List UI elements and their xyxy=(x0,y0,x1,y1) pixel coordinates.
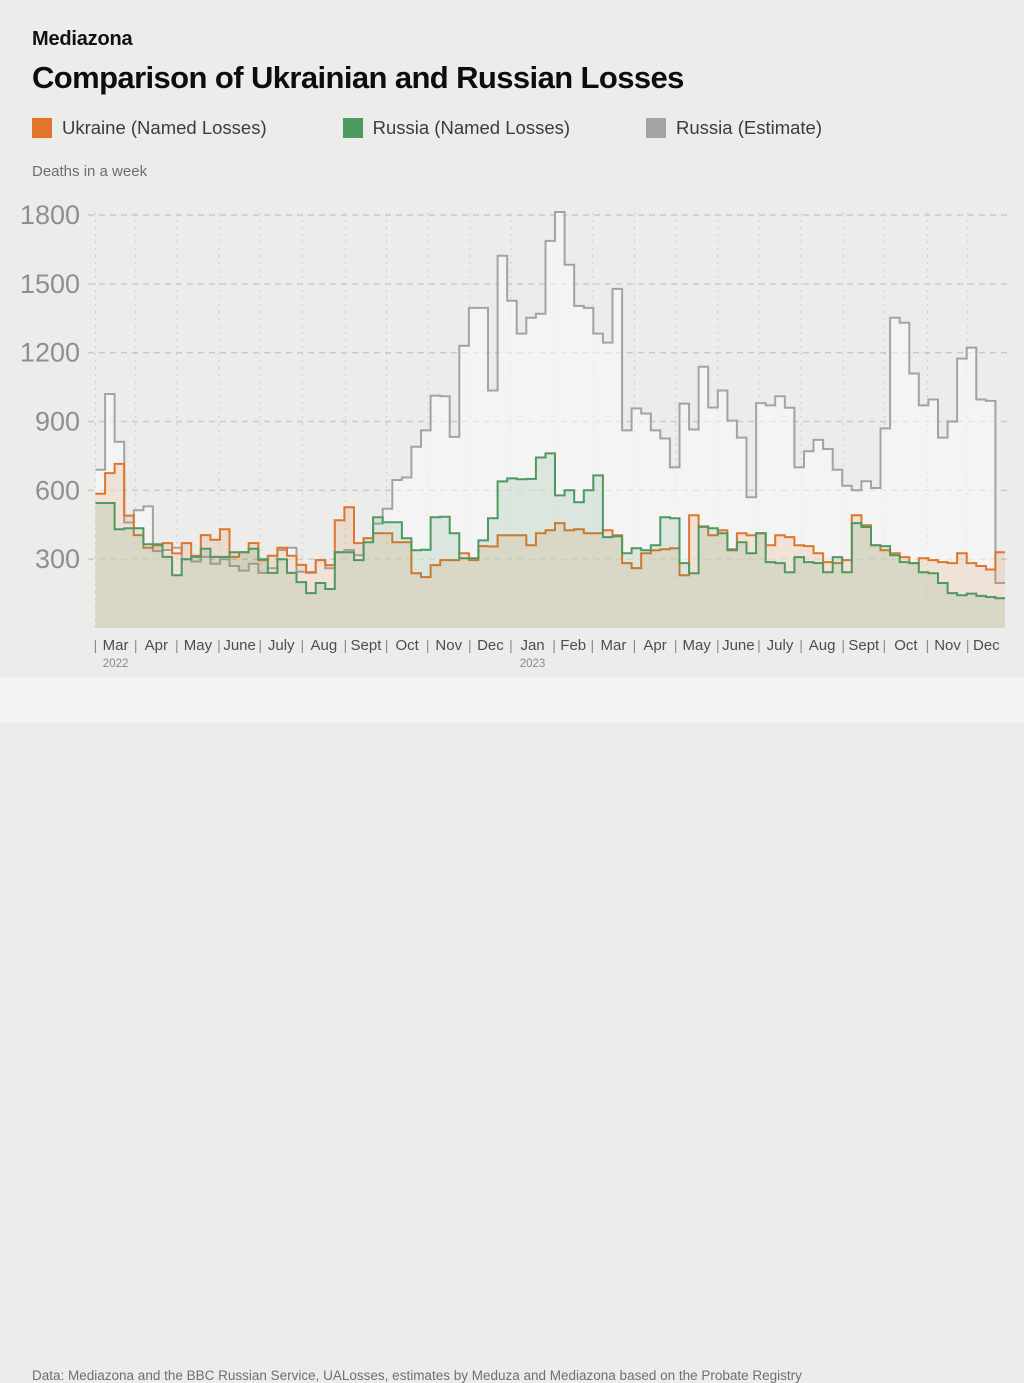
brand-text: Mediazona xyxy=(32,28,133,50)
ukraine-swatch-icon xyxy=(32,118,52,138)
month-separator: | xyxy=(258,637,262,653)
month-separator: | xyxy=(509,637,513,653)
legend-item-ukraine-named: Ukraine (Named Losses) xyxy=(32,117,267,139)
month-label: July xyxy=(268,637,295,654)
legend-item-russia-estimate: Russia (Estimate) xyxy=(646,117,822,139)
russia-estimate-swatch-icon xyxy=(646,118,667,138)
month-separator: | xyxy=(385,637,389,653)
y-axis-note: Deaths in a week xyxy=(32,163,148,180)
y-tick-labels: 300 600 900 1200 1500 1800 xyxy=(20,200,80,574)
month-separator: | xyxy=(674,637,678,653)
month-label: July xyxy=(767,637,794,654)
year-label: 2022 xyxy=(103,658,129,670)
russia-estimate-series xyxy=(95,211,1005,628)
month-label: May xyxy=(683,637,712,654)
russia-named-swatch-icon xyxy=(342,118,363,138)
month-separator: | xyxy=(300,637,304,653)
legend: Ukraine (Named Losses) Russia (Named Los… xyxy=(32,117,898,139)
month-label: Feb xyxy=(560,637,586,654)
month-separator: | xyxy=(716,637,720,653)
month-label: Apr xyxy=(145,637,168,654)
russia-estimate-series-line xyxy=(95,211,1005,584)
month-label: Oct xyxy=(894,637,918,654)
month-label: Dec xyxy=(477,637,504,654)
month-label: Aug xyxy=(310,637,337,654)
ukraine-series-area xyxy=(95,463,1005,628)
month-separator: | xyxy=(841,637,845,653)
month-separator: | xyxy=(426,637,430,653)
y-tick-label: 1800 xyxy=(20,200,80,230)
month-label: Apr xyxy=(643,637,666,654)
legend-item-label: Ukraine (Named Losses) xyxy=(62,117,267,138)
month-separator: | xyxy=(926,637,930,653)
russia-estimate-series-area xyxy=(95,212,1005,628)
month-label: Aug xyxy=(809,637,836,654)
legend-item-label: Russia (Estimate) xyxy=(676,117,822,138)
month-label: June xyxy=(223,637,256,654)
month-label: Mar xyxy=(103,637,129,654)
month-label: May xyxy=(184,637,213,654)
month-separator: | xyxy=(757,637,761,653)
russia-named-series xyxy=(95,452,1005,628)
year-label: 2023 xyxy=(520,658,546,670)
month-separator: | xyxy=(217,637,221,653)
month-separator: | xyxy=(134,637,138,653)
data-source-text: Data: Mediazona and the BBC Russian Serv… xyxy=(32,1368,802,1383)
y-tick-label: 600 xyxy=(35,475,80,505)
russia-named-series-line xyxy=(95,452,1005,600)
footer: Data: Mediazona and the BBC Russian Serv… xyxy=(0,677,1024,1383)
month-label: Mar xyxy=(601,637,627,654)
month-label: Sept xyxy=(351,637,383,654)
month-label: Sept xyxy=(848,637,880,654)
month-label: Nov xyxy=(934,637,961,654)
month-separator: | xyxy=(468,637,472,653)
legend-item-russia-named: Russia (Named Losses) xyxy=(342,117,571,139)
month-separator: | xyxy=(799,637,803,653)
y-tick-label: 900 xyxy=(35,407,80,437)
y-tick-label: 1500 xyxy=(20,269,80,299)
month-separator: | xyxy=(883,637,887,653)
month-separator: | xyxy=(633,637,637,653)
month-separator: | xyxy=(344,637,348,653)
month-label: Nov xyxy=(435,637,462,654)
y-tick-label: 300 xyxy=(35,544,80,574)
month-separator: | xyxy=(175,637,179,653)
month-label: June xyxy=(722,637,755,654)
legend-item-label: Russia (Named Losses) xyxy=(372,117,571,138)
month-label: Oct xyxy=(395,637,419,654)
month-label: Dec xyxy=(973,637,1000,654)
month-separator: | xyxy=(966,637,970,653)
month-label: Jan xyxy=(520,637,544,654)
header: Mediazona Comparison of Ukrainian and Ru… xyxy=(32,28,684,96)
month-separator: | xyxy=(591,637,595,653)
page-root: { "header": { "brand": "Mediazona", "tit… xyxy=(0,28,1024,1383)
month-separator: | xyxy=(552,637,556,653)
y-tick-label: 1200 xyxy=(20,338,80,368)
page-title: Comparison of Ukrainian and Russian Loss… xyxy=(32,60,684,95)
month-separator: | xyxy=(94,637,98,653)
russia-named-series-area xyxy=(95,453,1005,628)
month-labels: | | | | | | | | | | | | | | | | | | | | | | Mar Apr May June July A… xyxy=(94,637,1000,670)
